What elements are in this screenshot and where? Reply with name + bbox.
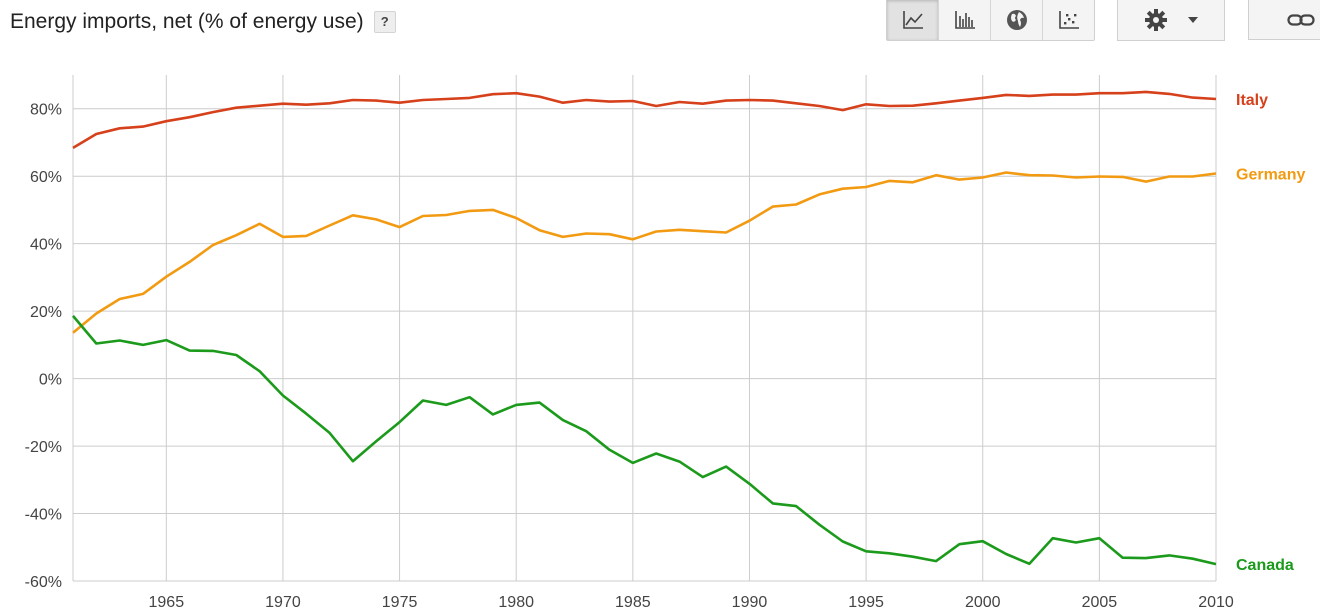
globe-icon [1006, 10, 1027, 30]
x-tick-label: 2005 [1082, 594, 1118, 611]
page-title: Energy imports, net (% of energy use) [10, 10, 364, 33]
help-button[interactable]: ? [373, 11, 396, 33]
x-tick-label: 1980 [498, 594, 534, 611]
map-button[interactable] [991, 0, 1043, 40]
y-tick-label: -60% [25, 574, 62, 591]
scatter-button[interactable] [1043, 0, 1094, 40]
legend-label-germany[interactable]: Germany [1236, 167, 1305, 184]
line-chart-icon [902, 11, 923, 29]
x-tick-label: 1975 [382, 594, 418, 611]
x-tick-label: 1970 [265, 594, 301, 611]
chart-grid [73, 75, 1217, 582]
chart-type-toolbar [886, 0, 1095, 41]
series-line-germany[interactable] [72, 171, 1217, 334]
legend-label-canada[interactable]: Canada [1236, 557, 1294, 574]
y-tick-label: -40% [25, 507, 62, 524]
legend-label-italy[interactable]: Italy [1236, 92, 1268, 109]
settings-button[interactable] [1117, 0, 1225, 41]
x-tick-label: 2010 [1198, 594, 1234, 611]
link-button[interactable] [1248, 0, 1320, 40]
y-tick-label: -20% [25, 439, 62, 456]
series-line-canada[interactable] [72, 315, 1217, 566]
series-line-italy[interactable] [72, 90, 1217, 150]
y-tick-label: 40% [30, 237, 62, 254]
chart-legend: Italy Germany Canada [1236, 92, 1305, 574]
y-tick-label: 0% [39, 372, 62, 389]
x-tick-label: 1985 [615, 594, 651, 611]
y-tick-label: 20% [30, 304, 62, 321]
y-tick-label: 60% [30, 169, 62, 186]
x-tick-label: 2000 [965, 594, 1001, 611]
line-chart-button[interactable] [887, 0, 939, 40]
scatter-icon [1058, 11, 1079, 29]
bar-chart-icon [954, 11, 975, 29]
chart-header: Energy imports, net (% of energy use) ? [10, 10, 396, 34]
y-tick-label: 80% [30, 102, 62, 119]
chart-series [72, 90, 1217, 566]
link-icon [1287, 13, 1315, 26]
bar-chart-button[interactable] [939, 0, 991, 40]
x-tick-label: 1965 [149, 594, 185, 611]
chevron-down-icon [1188, 17, 1198, 23]
x-tick-label: 1995 [848, 594, 884, 611]
x-tick-label: 1990 [732, 594, 768, 611]
gear-icon [1145, 9, 1167, 31]
chart-axes: -60% -40% -20% 0% 20% 40% 60% 80% 1965 1970 1975 19… [25, 75, 1234, 611]
